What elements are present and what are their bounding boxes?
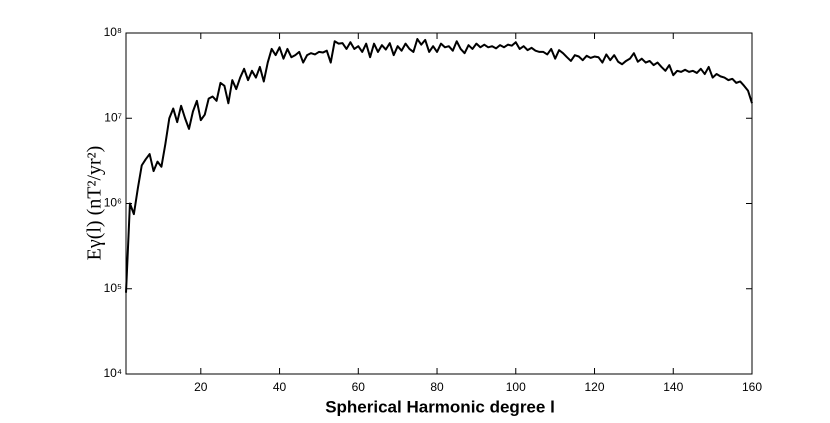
y-tick-label: 10⁶ [104,196,122,210]
x-tick-label: 160 [742,380,762,394]
x-tick-label: 120 [585,380,605,394]
x-tick-label: 100 [506,380,526,394]
y-tick-label: 10⁴ [103,366,122,380]
line-series [125,38,753,293]
y-axis-label: Eγ(l) (nT²/yr²) [84,146,106,261]
x-tick-label: 40 [273,380,287,394]
x-axis-label: Spherical Harmonic degree l [325,397,555,416]
x-tick-label: 60 [352,380,366,394]
y-tick-label: 10⁷ [104,110,122,124]
x-tick-label: 20 [194,380,208,394]
y-tick-label: 10⁸ [104,25,122,39]
y-tick-label: 10⁵ [104,281,122,295]
x-tick-label: 140 [663,380,683,394]
x-tick-label: 80 [430,380,444,394]
